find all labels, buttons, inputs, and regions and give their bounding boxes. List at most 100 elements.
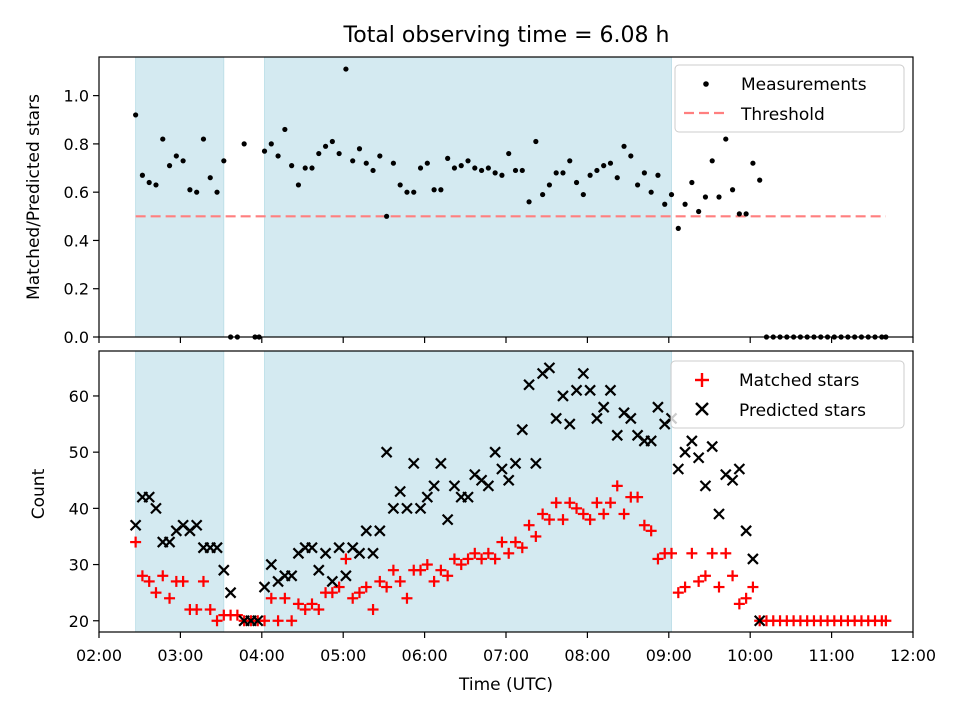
matched-stars-points (130, 480, 892, 627)
matched-star-point (496, 536, 508, 548)
top-shaded-intervals (135, 56, 672, 338)
measurement-point (506, 150, 512, 157)
predicted-star-point (374, 525, 386, 537)
matched-star-point (360, 581, 372, 593)
predicted-star-point (380, 446, 393, 458)
matched-star-point (428, 575, 440, 587)
predicted-star-point (543, 362, 556, 374)
matched-star-point (306, 598, 318, 610)
measurement-point (384, 213, 390, 219)
measurement-point (526, 199, 532, 205)
matched-star-point (564, 497, 576, 509)
measurement-point (153, 182, 159, 188)
bottom-x-ticks: 02:00 03:00 04:00 05:00 06:00 07:00 08:00 09:00… (76, 632, 936, 665)
measurement-point (729, 187, 736, 193)
predicted-star-point (387, 502, 400, 515)
matched-star-point (645, 525, 657, 537)
measurement-point (648, 189, 654, 195)
measurement-point (451, 165, 458, 171)
predicted-star-point (747, 553, 759, 565)
x-tick-label: 09:00 (646, 646, 692, 665)
predicted-star-point (557, 390, 569, 402)
measurement-point (390, 160, 396, 166)
measurement-point (207, 175, 213, 181)
predicted-star-point (686, 435, 698, 447)
top-y-tick-label: 0.8 (64, 135, 89, 154)
matched-star-point (706, 547, 718, 559)
matched-star-point (394, 575, 406, 587)
measurement-point (696, 208, 702, 215)
top-shaded-interval-1 (264, 56, 672, 338)
measurement-point (336, 150, 342, 157)
predicted-star-point (333, 541, 345, 554)
x-tick-label: 03:00 (157, 646, 203, 665)
legend-predicted-marker (695, 402, 709, 416)
measurement-point (533, 138, 539, 145)
predicted-stars-points (129, 362, 766, 627)
bottom-legend: Matched stars Predicted stars (670, 360, 905, 429)
bottom-legend-box (670, 360, 905, 429)
matched-star-point (591, 497, 603, 509)
predicted-star-point (672, 463, 685, 475)
predicted-star-point (550, 412, 562, 425)
x-tick-label: 12:00 (890, 646, 936, 665)
matched-star-point (272, 615, 284, 627)
measurement-point (166, 163, 173, 169)
predicted-star-point (360, 525, 373, 537)
measurement-point (289, 163, 295, 169)
predicted-star-point (489, 446, 501, 458)
measurement-point (655, 172, 661, 178)
predicted-star-point (713, 508, 725, 520)
matched-star-point (733, 598, 745, 610)
predicted-star-point (306, 541, 318, 554)
matched-star-point (509, 536, 521, 548)
matched-star-point (347, 592, 359, 604)
predicted-star-point (435, 457, 447, 470)
measurement-point (200, 136, 207, 142)
measurement-point (438, 187, 444, 193)
legend-measurements-marker (703, 81, 709, 87)
predicted-star-point (591, 412, 603, 425)
measurement-point (146, 179, 152, 186)
predicted-star-point (509, 457, 522, 470)
predicted-star-point (563, 418, 576, 430)
predicted-star-point (753, 614, 766, 627)
matched-star-point (435, 564, 447, 576)
top-legend-box (674, 64, 905, 133)
matched-star-point (462, 553, 474, 565)
measurement-point (594, 167, 600, 174)
measurement-point (702, 194, 709, 200)
matched-star-point (713, 581, 725, 593)
matched-star-point (693, 575, 705, 587)
measurement-point (282, 126, 288, 133)
matched-star-point (482, 547, 494, 559)
matched-star-point (292, 598, 304, 610)
matched-star-point (720, 547, 732, 559)
measurement-point (173, 153, 179, 159)
bottom-y-tick-label: 60 (69, 387, 89, 406)
measurement-point (397, 182, 403, 188)
measurement-point (723, 136, 729, 142)
matched-star-point (530, 530, 542, 542)
measurement-point (492, 170, 498, 176)
matched-star-point (672, 587, 684, 599)
predicted-star-point (211, 541, 223, 554)
matched-star-point (666, 547, 678, 559)
predicted-star-point (645, 435, 657, 447)
top-y-tick-label: 0.0 (64, 328, 89, 347)
measurement-point (675, 225, 681, 231)
predicted-star-point (448, 480, 461, 492)
top-legend: Measurements Threshold (674, 64, 905, 133)
measurement-point (458, 163, 464, 169)
matched-star-point (727, 570, 739, 582)
x-tick-label: 08:00 (564, 646, 610, 665)
measurement-point (601, 163, 607, 169)
measurement-point (350, 158, 356, 164)
measurement-point (553, 170, 559, 176)
predicted-star-point (441, 513, 454, 526)
legend-matched-marker (695, 373, 709, 387)
matched-star-point (537, 508, 549, 520)
predicted-star-point (733, 463, 746, 475)
predicted-star-point (251, 614, 264, 627)
